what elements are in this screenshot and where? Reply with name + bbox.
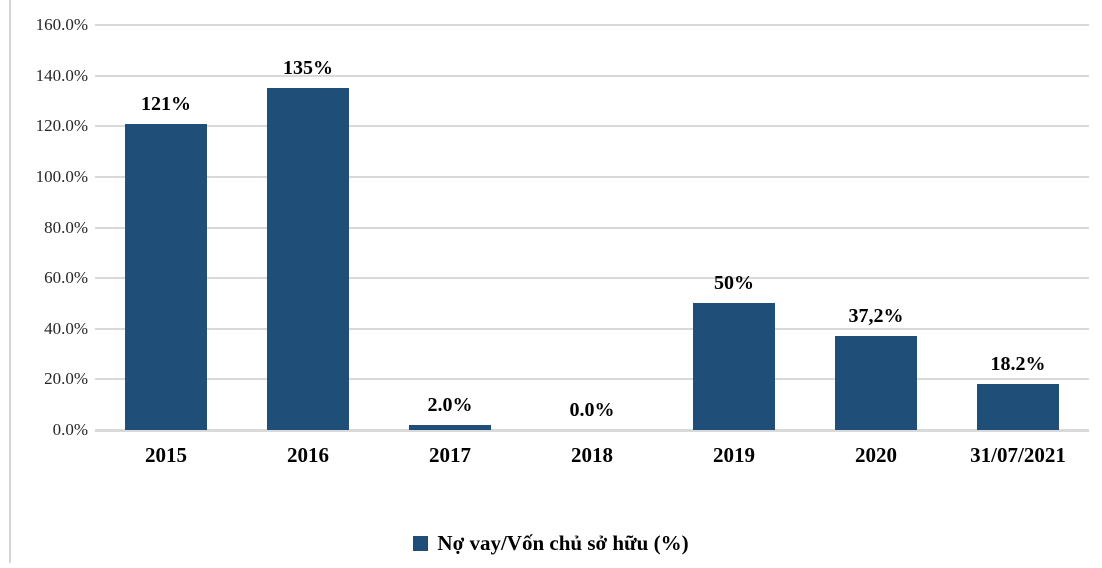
bar-value-label: 135% xyxy=(283,57,333,80)
y-tick-label: 140.0% xyxy=(35,65,88,85)
x-category-label: 2015 xyxy=(145,443,187,467)
y-axis: 0.0% 20.0% 40.0% 60.0% 80.0% 100.0% 120.0% 140.… xyxy=(0,0,88,460)
gridline xyxy=(95,378,1089,381)
bar xyxy=(267,88,349,430)
y-tick-label: 40.0% xyxy=(44,318,88,338)
x-category-label: 2019 xyxy=(713,443,755,467)
y-tick-label: 60.0% xyxy=(44,268,88,288)
gridline xyxy=(95,226,1089,229)
x-category-label: 31/07/2021 xyxy=(970,443,1066,467)
bar-value-label: 18.2% xyxy=(990,352,1046,375)
bar-value-label: 121% xyxy=(141,92,191,115)
bar xyxy=(693,303,775,430)
x-category-label: 2018 xyxy=(571,443,613,467)
gridline xyxy=(95,74,1089,77)
legend: Nợ vay/Vốn chủ sở hữu (%) xyxy=(0,527,1102,559)
y-tick-label: 120.0% xyxy=(35,116,88,136)
gridline xyxy=(95,327,1089,330)
bar-value-label: 0.0% xyxy=(569,399,615,421)
y-tick-label: 100.0% xyxy=(35,166,88,186)
bar-value-label: 2.0% xyxy=(427,393,473,416)
x-category-label: 2017 xyxy=(429,443,471,467)
x-category-label: 2016 xyxy=(287,443,329,467)
bar xyxy=(409,424,491,430)
gridline xyxy=(95,125,1089,128)
bar xyxy=(977,383,1059,430)
x-axis: 2015 2016 2017 2018 2019 2020 31/07/2021 xyxy=(95,443,1089,468)
legend-swatch-icon xyxy=(413,535,429,551)
bar-value-label: 50% xyxy=(714,272,754,295)
bar-value-label: 37,2% xyxy=(848,304,904,327)
y-tick-label: 0.0% xyxy=(52,420,88,439)
gridline xyxy=(95,24,1089,26)
x-category-label: 2020 xyxy=(855,443,897,467)
bar xyxy=(125,123,207,430)
plot-area: 121% 135% 2.0% 0.0% 50% 37,2% 18.2% xyxy=(95,24,1089,432)
y-tick-label: 20.0% xyxy=(44,369,88,389)
chart-left-border xyxy=(9,0,11,563)
legend-label: Nợ vay/Vốn chủ sở hữu (%) xyxy=(437,530,689,555)
gridline xyxy=(95,277,1089,280)
bar xyxy=(835,335,917,430)
gridline xyxy=(95,175,1089,178)
x-axis-line xyxy=(95,429,1089,432)
y-tick-label: 160.0% xyxy=(35,15,88,34)
y-tick-label: 80.0% xyxy=(44,217,88,237)
